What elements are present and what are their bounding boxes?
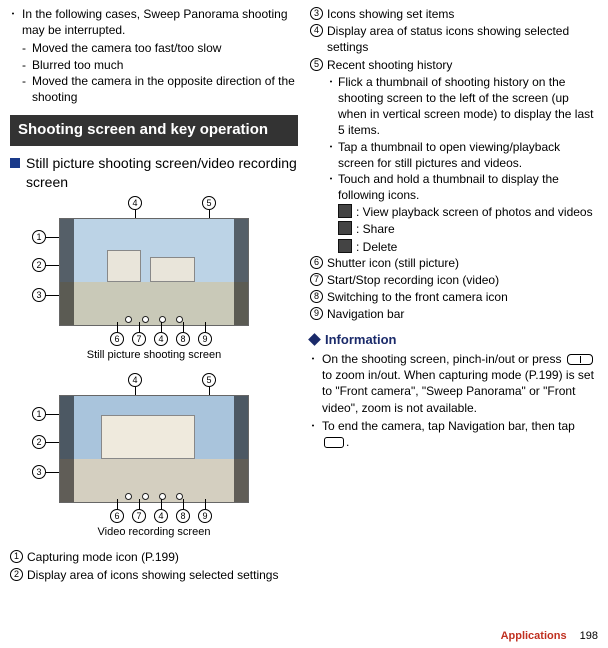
circled-5-icon: 5 [310, 58, 323, 71]
information-heading: Information [310, 331, 598, 349]
item-5: 5 Recent shooting history [310, 57, 598, 73]
item-7: 7 Start/Stop recording icon (video) [310, 272, 598, 288]
callout-5: 5 [202, 373, 216, 387]
text: Blurred too much [32, 57, 123, 73]
circled-1-icon: 1 [10, 550, 23, 563]
screenshot-placeholder [59, 218, 249, 326]
icon-playback: : View playback screen of photos and vid… [338, 204, 598, 220]
item-1: 1 Capturing mode icon (P.199) [10, 549, 298, 565]
back-key-icon [324, 437, 344, 448]
text: Capturing mode icon (P.199) [27, 549, 179, 565]
sub-fast-slow: - Moved the camera too fast/too slow [22, 40, 298, 56]
zoom-key-icon [567, 354, 593, 365]
text: Information [325, 331, 397, 349]
caption-still: Still picture shooting screen [10, 348, 298, 363]
circled-6-icon: 6 [310, 256, 323, 269]
item-5b: ･ Tap a thumbnail to open viewing/playba… [328, 139, 598, 171]
icon-share: : Share [338, 221, 598, 237]
item-4: 4 Display area of status icons showing s… [310, 23, 598, 55]
text: Switching to the front camera icon [327, 289, 508, 305]
caption-video: Video recording screen [10, 525, 298, 540]
callout-7: 7 [132, 332, 146, 346]
page-footer: Applications 198 [501, 629, 598, 644]
callout-3: 3 [32, 465, 46, 479]
callout-6: 6 [110, 332, 124, 346]
text: : View playback screen of photos and vid… [356, 204, 593, 220]
icon-delete: : Delete [338, 239, 598, 255]
text: Display area of status icons showing sel… [327, 23, 598, 55]
subsection-heading: Still picture shooting screen/video reco… [10, 154, 298, 192]
item-2: 2 Display area of icons showing selected… [10, 567, 298, 583]
right-column: 3 Icons showing set items 4 Display area… [310, 6, 598, 584]
text: Moved the camera too fast/too slow [32, 40, 221, 56]
callout-2: 2 [32, 435, 46, 449]
section-header: Shooting screen and key operation [10, 115, 298, 146]
text: Flick a thumbnail of shooting history on… [338, 74, 598, 139]
circled-9-icon: 9 [310, 307, 323, 320]
square-bullet-icon [10, 158, 20, 168]
callout-2: 2 [32, 258, 46, 272]
item-8: 8 Switching to the front camera icon [310, 289, 598, 305]
text: Shutter icon (still picture) [327, 255, 459, 271]
text: Recent shooting history [327, 57, 452, 73]
text: Icons showing set items [327, 6, 454, 22]
figure-video-recording: 1 2 3 4 5 6 7 4 8 9 [10, 373, 298, 523]
text: Touch and hold a thumbnail to display th… [338, 171, 598, 203]
callout-8: 8 [176, 332, 190, 346]
callout-4-bottom: 4 [154, 509, 168, 523]
item-6: 6 Shutter icon (still picture) [310, 255, 598, 271]
callout-3: 3 [32, 288, 46, 302]
bullet-interrupt: ･ In the following cases, Sweep Panorama… [10, 6, 298, 38]
callout-1: 1 [32, 407, 46, 421]
footer-section: Applications [501, 630, 567, 642]
circled-3-icon: 3 [310, 7, 323, 20]
circled-4-icon: 4 [310, 24, 323, 37]
item-9: 9 Navigation bar [310, 306, 598, 322]
circled-7-icon: 7 [310, 273, 323, 286]
item-5a: ･ Flick a thumbnail of shooting history … [328, 74, 598, 139]
text: Start/Stop recording icon (video) [327, 272, 499, 288]
callout-6: 6 [110, 509, 124, 523]
callout-4-bottom: 4 [154, 332, 168, 346]
callout-4-top: 4 [128, 196, 142, 210]
figure-still-picture: 1 2 3 4 5 6 7 4 8 [10, 196, 298, 346]
text: Tap a thumbnail to open viewing/playback… [338, 139, 598, 171]
callout-5: 5 [202, 196, 216, 210]
share-icon [338, 221, 352, 235]
callout-4-top: 4 [128, 373, 142, 387]
sub-blurred: - Blurred too much [22, 57, 298, 73]
sub-opposite: - Moved the camera in the opposite direc… [22, 73, 298, 105]
item-3: 3 Icons showing set items [310, 6, 598, 22]
text: In the following cases, Sweep Panorama s… [22, 6, 298, 38]
delete-icon [338, 239, 352, 253]
callout-1: 1 [32, 230, 46, 244]
text: Still picture shooting screen/video reco… [26, 154, 298, 192]
text: Navigation bar [327, 306, 404, 322]
left-column: ･ In the following cases, Sweep Panorama… [10, 6, 298, 584]
text: Display area of icons showing selected s… [27, 567, 278, 583]
text: : Delete [356, 239, 397, 255]
playback-icon [338, 204, 352, 218]
callout-9: 9 [198, 509, 212, 523]
circled-8-icon: 8 [310, 290, 323, 303]
callout-9: 9 [198, 332, 212, 346]
page-number: 198 [580, 630, 598, 642]
screenshot-placeholder [59, 395, 249, 503]
callout-8: 8 [176, 509, 190, 523]
text: : Share [356, 221, 395, 237]
text: Moved the camera in the opposite directi… [32, 73, 298, 105]
text: On the shooting screen, pinch-in/out or … [322, 351, 598, 416]
info-bullet-2: ･ To end the camera, tap Navigation bar,… [310, 418, 598, 450]
item-5c: ･ Touch and hold a thumbnail to display … [328, 171, 598, 203]
diamond-icon [308, 333, 321, 346]
text: To end the camera, tap Navigation bar, t… [322, 418, 598, 450]
callout-7: 7 [132, 509, 146, 523]
info-bullet-1: ･ On the shooting screen, pinch-in/out o… [310, 351, 598, 416]
circled-2-icon: 2 [10, 568, 23, 581]
